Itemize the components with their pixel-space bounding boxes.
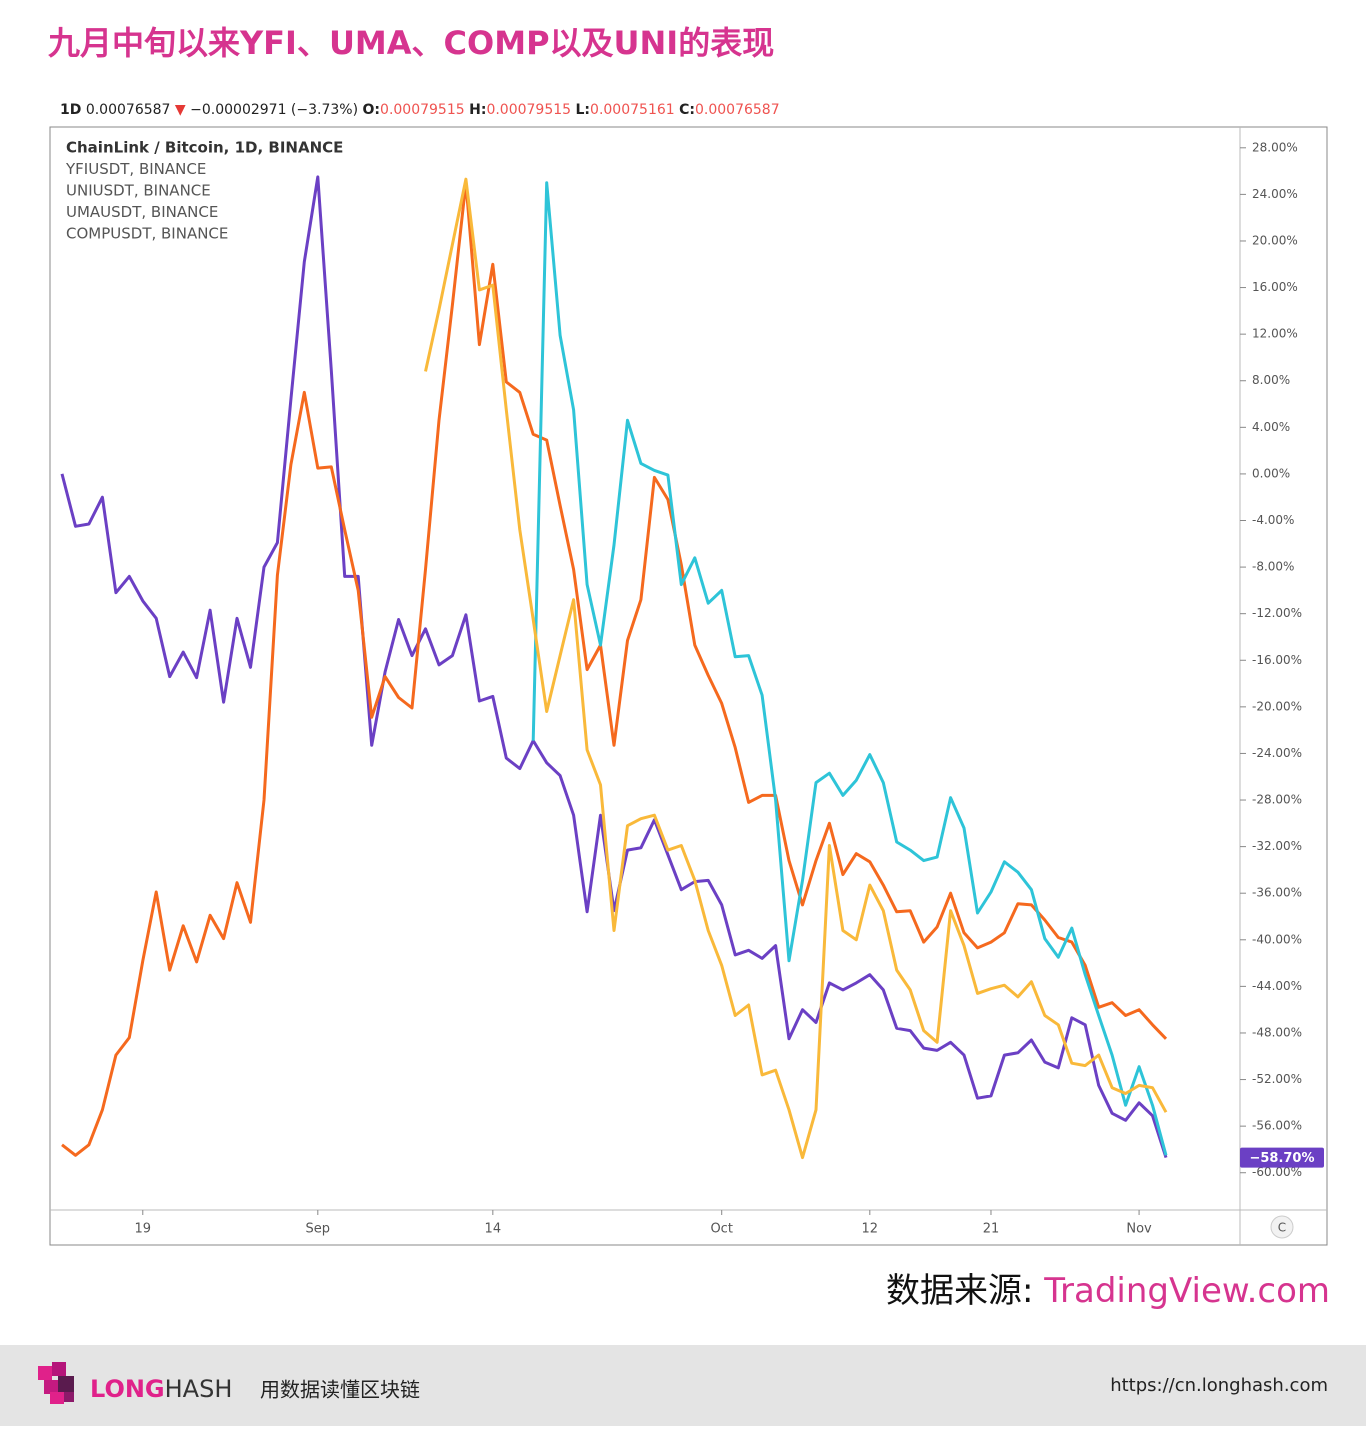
corner-button-label: C [1278, 1221, 1286, 1235]
brand-b: HASH [165, 1375, 233, 1403]
y-tick-label: -12.00% [1252, 606, 1302, 620]
y-tick-label: -60.00% [1252, 1165, 1302, 1179]
header: 1D 0.00076587 ▼ −0.00002971 (−3.73%) O:0… [60, 102, 780, 118]
h: 0.00079515 [486, 102, 571, 118]
y-tick-label: -4.00% [1252, 513, 1294, 527]
y-tick-label: -48.00% [1252, 1025, 1302, 1039]
frame [49, 126, 1328, 1246]
footer-band [0, 1345, 1366, 1426]
y-tick-label: 4.00% [1252, 420, 1290, 434]
y-tick-label: -36.00% [1252, 886, 1302, 900]
c-label: C: [679, 102, 695, 118]
x-tick-label: 14 [485, 1222, 502, 1237]
y-tick-label: 20.00% [1252, 233, 1298, 247]
l: 0.00075161 [590, 102, 675, 118]
x-tick-label: 19 [135, 1222, 152, 1237]
source: 数据来源: TradingView.com [886, 1271, 1330, 1311]
o: 0.00079515 [380, 102, 465, 118]
interval: 1D [60, 102, 81, 118]
legend-entry: UMAUSDT, BINANCE [66, 203, 218, 221]
o-label: O: [363, 102, 381, 118]
x-tick-label: 21 [983, 1222, 1000, 1237]
last-value-label: −58.70% [1249, 1151, 1314, 1166]
y-tick-label: -8.00% [1252, 560, 1294, 574]
x-tick-label: Sep [306, 1222, 331, 1237]
c: 0.00076587 [695, 102, 780, 118]
series-line [61, 181, 1168, 1157]
y-tick-label: -32.00% [1252, 839, 1302, 853]
y-tick-label: -28.00% [1252, 793, 1302, 807]
x-tick-label: 12 [862, 1222, 879, 1237]
arrow: ▼ [175, 102, 186, 118]
y-tick-label: -56.00% [1252, 1119, 1302, 1133]
corner-button[interactable] [1270, 1215, 1294, 1239]
logo-icon [38, 1362, 74, 1404]
legend-entry: UNIUSDT, BINANCE [66, 182, 211, 200]
series-line [424, 177, 1168, 1160]
l-label: L: [576, 102, 591, 118]
series-line [531, 181, 1168, 1156]
y-tick-label: -44.00% [1252, 979, 1302, 993]
legend-entry: YFIUSDT, BINANCE [65, 160, 206, 178]
source-prefix: 数据来源: [886, 1271, 1044, 1311]
y-tick-label: -40.00% [1252, 932, 1302, 946]
change: −0.00002971 (−3.73%) [190, 102, 358, 118]
legend-entry: ChainLink / Bitcoin, 1D, BINANCE [66, 139, 343, 157]
y-tick-label: 24.00% [1252, 187, 1298, 201]
y-tick-label: -20.00% [1252, 699, 1302, 713]
y-tick-label: 8.00% [1252, 373, 1290, 387]
y-tick-label: 28.00% [1252, 140, 1298, 154]
price: 0.00076587 [86, 102, 171, 118]
brand: LONGHASH [90, 1375, 232, 1403]
y-tick-label: 12.00% [1252, 327, 1298, 341]
x-tick-label: Nov [1126, 1222, 1152, 1237]
last-value-badge [1240, 1147, 1324, 1168]
y-tick-label: -52.00% [1252, 1072, 1302, 1086]
y-tick-label: -16.00% [1252, 653, 1302, 667]
brand-a: LONG [90, 1375, 165, 1403]
y-tick-label: -24.00% [1252, 746, 1302, 760]
chart-title: 九月中旬以来YFI、UMA、COMP以及UNI的表现 [48, 24, 774, 62]
h-label: H: [469, 102, 486, 118]
url: https://cn.longhash.com [1110, 1375, 1328, 1396]
source-name: TradingView.com [1043, 1271, 1330, 1311]
y-tick-label: 16.00% [1252, 280, 1298, 294]
y-tick-label: 0.00% [1252, 466, 1290, 480]
x-tick-label: Oct [710, 1222, 732, 1237]
series-line [60, 175, 1168, 1159]
legend-entry: COMPUSDT, BINANCE [66, 225, 228, 243]
slogan: 用数据读懂区块链 [260, 1378, 420, 1402]
